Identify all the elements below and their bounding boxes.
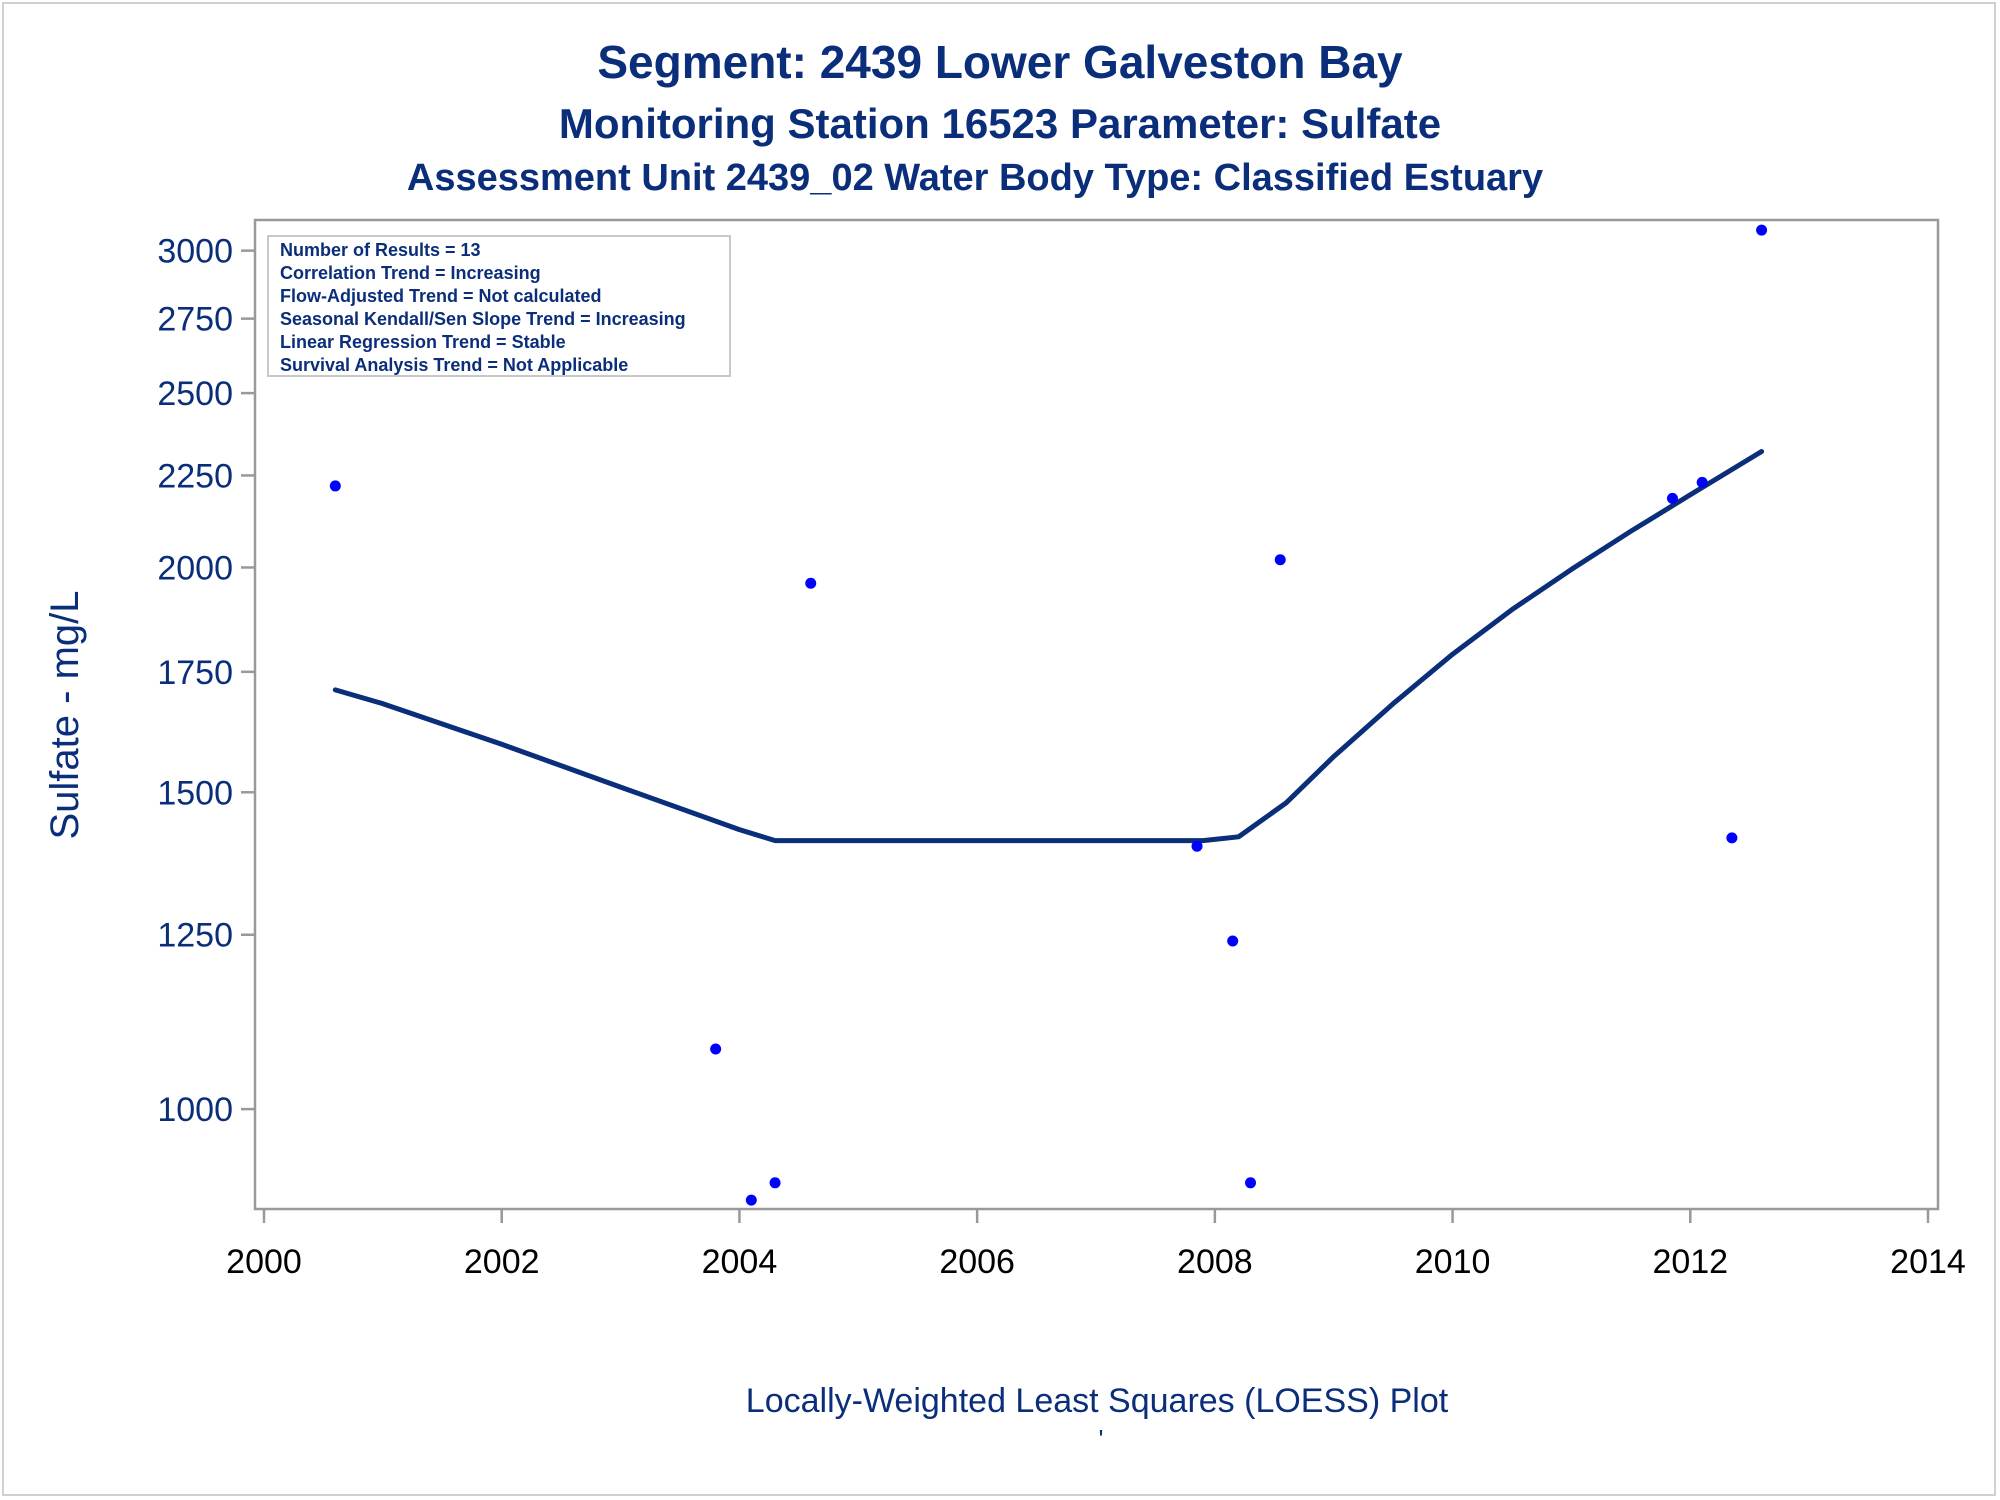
data-point: [769, 1177, 781, 1189]
data-point: [1191, 840, 1203, 852]
data-point: [805, 577, 817, 589]
title-line-2: Monitoring Station 16523 Parameter: Sulf…: [559, 100, 1441, 147]
info-line-linear-regression: Linear Regression Trend = Stable: [280, 332, 566, 352]
info-line-survival: Survival Analysis Trend = Not Applicable: [280, 355, 628, 375]
y-tick-label: 2000: [157, 549, 233, 587]
plot-area: [253, 218, 1940, 1211]
data-point: [745, 1194, 757, 1206]
footer-caption: Locally-Weighted Least Squares (LOESS) P…: [746, 1382, 1449, 1420]
data-point: [1726, 832, 1738, 844]
info-box-border: [267, 235, 731, 377]
title-line-3: Assessment Unit 2439_02 Water Body Type:…: [407, 157, 1543, 199]
data-point: [329, 480, 341, 492]
data-point: [710, 1043, 722, 1055]
x-tick-label: 2014: [1890, 1243, 1966, 1281]
y-tick-label: 1750: [157, 654, 233, 692]
y-tick-label: 2500: [157, 375, 233, 413]
data-point: [1227, 935, 1239, 947]
y-axis-label: Sulfate - mg/L: [43, 590, 87, 839]
x-tick-label: 2008: [1177, 1243, 1253, 1281]
series-layer: [329, 224, 1768, 1206]
info-line-seasonal-kendall: Seasonal Kendall/Sen Slope Trend = Incre…: [280, 309, 686, 329]
title-line-1: Segment: 2439 Lower Galveston Bay: [597, 36, 1403, 88]
x-tick-label: 2010: [1415, 1243, 1491, 1281]
data-point: [1696, 476, 1708, 488]
y-tick-label: 2750: [157, 301, 233, 339]
x-tick-label: 2002: [464, 1243, 540, 1281]
x-tick-label: 2000: [226, 1243, 302, 1281]
data-point: [1245, 1177, 1257, 1189]
data-point: [1274, 554, 1286, 566]
data-point: [1666, 492, 1678, 504]
info-line-flow-adjusted: Flow-Adjusted Trend = Not calculated: [280, 286, 602, 306]
x-tick-label: 2012: [1652, 1243, 1728, 1281]
footer-mark: ': [1099, 1424, 1104, 1454]
x-tick-label: 2006: [939, 1243, 1015, 1281]
data-point: [1756, 224, 1768, 236]
x-tick-label: 2004: [702, 1243, 778, 1281]
info-line-correlation: Correlation Trend = Increasing: [280, 263, 541, 283]
y-tick-label: 3000: [157, 233, 233, 271]
info-box: Number of Results = 13 Correlation Trend…: [267, 235, 731, 377]
y-tick-label: 1500: [157, 774, 233, 812]
loess-line: [332, 449, 1765, 844]
y-tick-label: 2250: [157, 457, 233, 495]
info-line-results: Number of Results = 13: [280, 240, 481, 260]
x-axis: 2000 2002 2004 2006 2008 2010 2012 2014: [226, 1209, 1966, 1281]
y-tick-label: 1000: [157, 1091, 233, 1129]
y-tick-label: 1250: [157, 917, 233, 955]
y-axis: 1000 1250 1500 1750 2000 2250 2500 2750 3000: [157, 233, 255, 1129]
